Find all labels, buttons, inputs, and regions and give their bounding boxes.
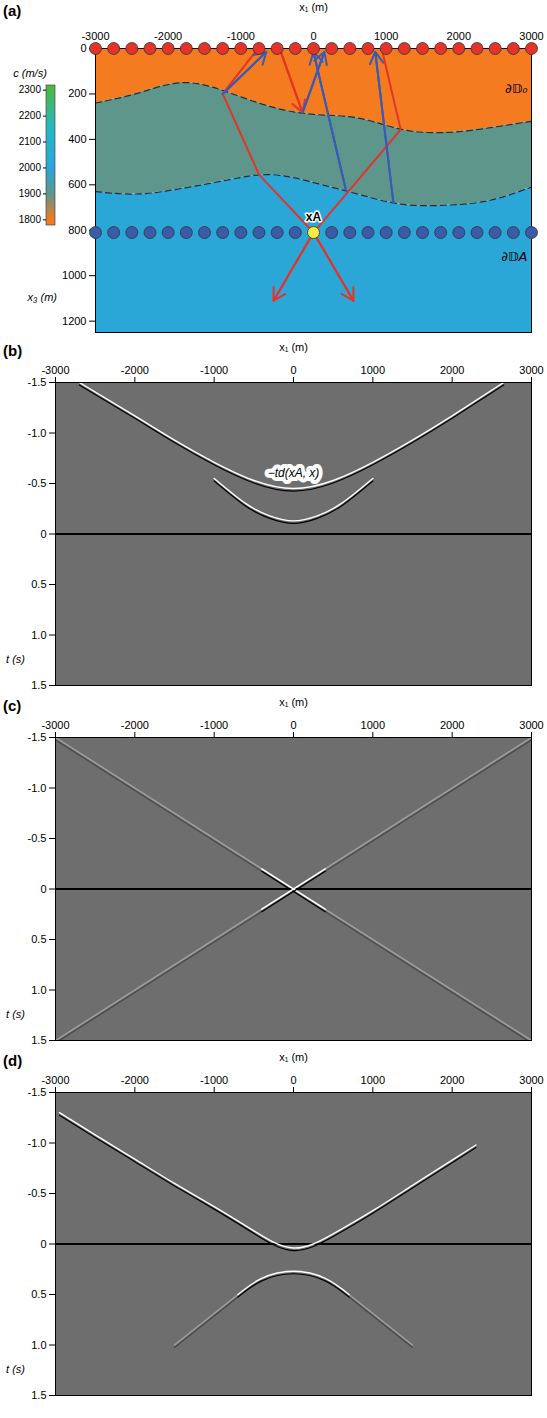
svg-text:∂𝔻A: ∂𝔻A	[501, 249, 527, 264]
svg-text:x₃ (m): x₃ (m)	[27, 291, 58, 303]
svg-text:1000: 1000	[62, 269, 86, 281]
svg-text:-0.5: -0.5	[28, 1187, 47, 1199]
svg-text:-3000: -3000	[41, 719, 69, 731]
svg-text:t (s): t (s)	[6, 1363, 25, 1375]
svg-text:-3000: -3000	[81, 30, 109, 42]
html-text:(b): (b)	[3, 342, 23, 359]
svg-text:0.5: 0.5	[31, 578, 46, 590]
svg-text:-2000: -2000	[121, 719, 149, 731]
svg-text:1900: 1900	[19, 188, 42, 199]
svg-text:0: 0	[290, 719, 296, 731]
svg-text:x₁ (m): x₁ (m)	[279, 696, 308, 708]
html-text:(a): (a)	[3, 2, 22, 19]
svg-text:1000: 1000	[361, 1074, 385, 1086]
svg-text:2300: 2300	[19, 84, 42, 95]
svg-text:t (s): t (s)	[6, 1008, 25, 1020]
svg-text:3000: 3000	[519, 364, 543, 376]
svg-text:3000: 3000	[519, 719, 543, 731]
svg-text:0: 0	[40, 883, 46, 895]
svg-text:∂𝔻₀: ∂𝔻₀	[505, 81, 528, 96]
svg-text:-3000: -3000	[41, 364, 69, 376]
svg-text:-1.0: -1.0	[28, 1137, 47, 1149]
svg-text:0: 0	[40, 1238, 46, 1250]
svg-text:1.5: 1.5	[31, 1389, 46, 1401]
svg-text:1.0: 1.0	[31, 629, 46, 641]
svg-text:xA: xA	[306, 210, 322, 224]
svg-text:1200: 1200	[62, 315, 86, 327]
svg-text:-2000: -2000	[121, 1074, 149, 1086]
svg-text:0.5: 0.5	[31, 933, 46, 945]
svg-text:t (s): t (s)	[6, 653, 25, 665]
svg-text:1000: 1000	[361, 364, 385, 376]
svg-text:-0.5: -0.5	[28, 832, 47, 844]
svg-text:c (m/s): c (m/s)	[13, 67, 47, 79]
svg-text:0: 0	[310, 30, 316, 42]
html-text:(d): (d)	[3, 1052, 23, 1069]
svg-text:-2000: -2000	[154, 30, 182, 42]
svg-text:3000: 3000	[519, 30, 543, 42]
svg-text:2200: 2200	[19, 110, 42, 121]
svg-text:-2000: -2000	[121, 364, 149, 376]
html-text:(c): (c)	[3, 697, 22, 714]
svg-text:200: 200	[68, 87, 86, 99]
svg-text:x₁ (m): x₁ (m)	[299, 1, 328, 13]
svg-text:2000: 2000	[440, 1074, 464, 1086]
svg-text:-3000: -3000	[41, 1074, 69, 1086]
svg-text:800: 800	[68, 224, 86, 236]
svg-text:2100: 2100	[19, 136, 42, 147]
svg-text:-0.5: -0.5	[28, 477, 47, 489]
svg-text:x₁ (m): x₁ (m)	[279, 1051, 308, 1063]
svg-text:2000: 2000	[19, 162, 42, 173]
svg-text:0: 0	[290, 1074, 296, 1086]
svg-text:3000: 3000	[519, 1074, 543, 1086]
svg-text:-1.5: -1.5	[28, 731, 47, 743]
svg-text:0.5: 0.5	[31, 1288, 46, 1300]
svg-text:2000: 2000	[440, 719, 464, 731]
svg-text:0: 0	[40, 528, 46, 540]
svg-text:-1.5: -1.5	[28, 1086, 47, 1098]
svg-text:1.5: 1.5	[31, 1034, 46, 1046]
svg-text:-1.5: -1.5	[28, 376, 47, 388]
svg-text:1.5: 1.5	[31, 679, 46, 691]
svg-text:1.0: 1.0	[31, 984, 46, 996]
svg-text:-1000: -1000	[227, 30, 255, 42]
svg-text:-1000: -1000	[200, 719, 228, 731]
svg-text:1000: 1000	[374, 30, 398, 42]
svg-text:-1.0: -1.0	[28, 427, 47, 439]
svg-text:-1000: -1000	[200, 364, 228, 376]
svg-text:−td(xA, x): −td(xA, x)	[268, 466, 320, 480]
svg-text:0: 0	[290, 364, 296, 376]
svg-text:2000: 2000	[440, 364, 464, 376]
svg-text:1800: 1800	[19, 214, 42, 225]
svg-text:600: 600	[68, 178, 86, 190]
svg-text:x₁ (m): x₁ (m)	[279, 341, 308, 353]
svg-text:-1000: -1000	[200, 1074, 228, 1086]
svg-text:1.0: 1.0	[31, 1339, 46, 1351]
svg-text:0: 0	[80, 42, 86, 54]
svg-text:2000: 2000	[447, 30, 471, 42]
svg-text:-1.0: -1.0	[28, 782, 47, 794]
svg-text:400: 400	[68, 133, 86, 145]
svg-text:1000: 1000	[361, 719, 385, 731]
